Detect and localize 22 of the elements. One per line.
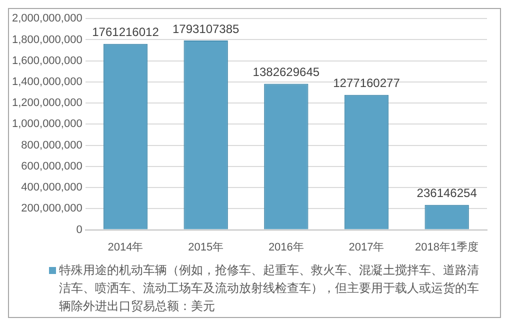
y-tick-label: 1,200,000,000 [12,97,82,110]
data-label: 1382629645 [252,65,320,80]
y-tick-label: 800,000,000 [21,139,82,152]
y-tick-label: 600,000,000 [21,160,82,172]
x-tick-label: 2017年 [348,241,384,254]
y-tick-label: 1,000,000,000 [12,118,82,130]
x-tick-label: 2015年 [188,241,224,254]
y-tick-label: 1,400,000,000 [12,76,82,88]
data-label: 1793107385 [172,22,240,36]
x-tick-label: 2014年 [108,241,144,254]
data-label: 236146254 [416,186,478,200]
x-tick-label: 2016年 [268,241,304,254]
y-tick-label: 1,800,000,000 [12,34,82,46]
data-label: 1277160277 [333,76,400,90]
legend-label: 特殊用途的机动车辆（例如，抢修车、起重车、救火车、混凝土搅拌车、道路清洁车、喷洒车、流动工场车及流动放射线检查车），但主要用于载人或运货的车辆除外进出口贸易总额：美元 [59,262,480,315]
y-tick-label: 2,000,000,000 [12,12,82,25]
y-tick-label: 0 [76,224,82,236]
x-tick-label: 2018年1季度 [415,240,479,254]
y-tick-label: 400,000,000 [21,182,82,194]
y-tick-label: 200,000,000 [21,202,82,215]
data-label: 1761216012 [92,25,160,40]
y-tick-label: 1,600,000,000 [12,54,82,67]
